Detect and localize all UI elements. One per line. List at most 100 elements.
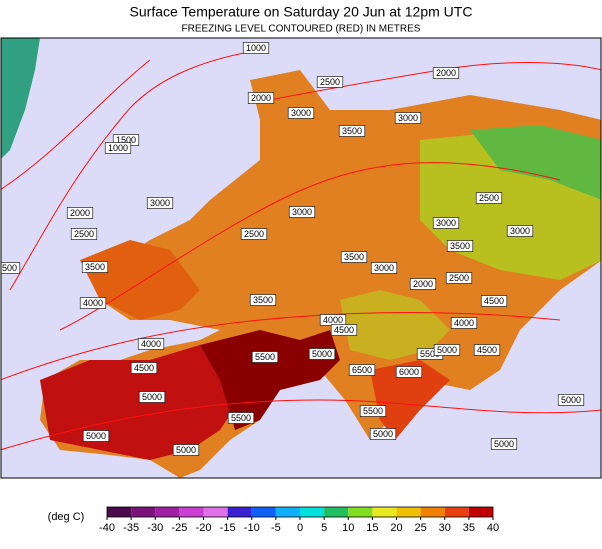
contour-label: 2000 [70,208,90,218]
contour-label-box [446,240,474,252]
colorbar-tick-label: 15 [366,522,378,534]
contour-label-box [395,366,423,378]
contour-label: 5000 [494,439,514,449]
contour-label-box [330,324,358,336]
contour-label: 3500 [342,126,362,136]
contour-label: 5000 [312,349,332,359]
contour-label-box [138,391,166,403]
contour-label-box [79,297,107,309]
contour-label-box [130,362,158,374]
contour-label-box [432,217,460,229]
colorbar-segment [300,507,325,517]
contour-label-box [490,438,518,450]
colorbar-tick-label: 20 [390,522,402,534]
contour-label: 4500 [484,296,504,306]
contour-label: 4500 [334,325,354,335]
contour-label-box [137,338,165,350]
contour-labels: 1000250020002000300035003000150010003000… [1,42,585,456]
contour-label: 2000 [251,93,271,103]
subtitle: FREEZING LEVEL CONTOURED (RED) IN METRES [182,24,421,35]
map: 1000250020002000300035003000150010003000… [0,37,602,479]
colorbar-tick-label: -10 [244,522,260,534]
colorbar-tick-label: 40 [487,522,499,534]
contour-label-box [348,364,376,376]
contour-label: 4500 [134,363,154,373]
contour-label: 3500 [450,241,470,251]
contour-label-box [308,348,336,360]
contour-label: 5500 [420,349,440,359]
colorbar-segment [348,507,373,517]
contour-label-box [287,107,315,119]
colorbar-tick-label: 0 [297,522,303,534]
colorbar-tick-label: 25 [415,522,427,534]
contour-label: 5000 [373,429,393,439]
contour-label: 1000 [246,43,266,53]
colorbar: -40 -35 -30 -25 -20 -15 -10 -5 0 5 10 15 20 25 30 35 40 [99,506,499,534]
contour-label: 5500 [231,413,251,423]
contour-label-box [340,251,368,263]
contour-label: 6000 [399,367,419,377]
contour-label-box [475,192,503,204]
contour-label: 3000 [374,263,394,273]
contour-label: 2000 [413,279,433,289]
contour-label-box [557,394,585,406]
colorbar-tick-label: 30 [439,522,451,534]
contour-label: 5000 [437,345,457,355]
contour-label-box [146,197,174,209]
contour-label-box [338,125,366,137]
contour-label-box [251,351,279,363]
europe-south [80,240,200,320]
contour-label: 4000 [323,315,343,325]
colorbar-label: (deg C) [48,511,85,523]
contour-label-box [81,261,109,273]
contour-label: 3500 [253,295,273,305]
colorbar-tick-label: -20 [196,522,212,534]
colorbar-segment [251,507,276,517]
contour-label: 2500 [74,229,94,239]
colorbar-tick-label: -25 [171,522,187,534]
contour-label: 6500 [352,365,372,375]
colorbar-tick-label: -30 [147,522,163,534]
contour-label-box [370,262,398,274]
contour-label-box [445,272,473,284]
title: Surface Temperature on Saturday 20 Jun a… [130,4,473,20]
contour-label-box [359,405,387,417]
contour-label-box [247,92,275,104]
contour-label-box [480,295,508,307]
contour-label: 5000 [86,431,106,441]
colorbar-tick-label: 35 [463,522,475,534]
contour-label: 2500 [479,193,499,203]
contour-label: 3500 [85,262,105,272]
contour-label: 3000 [436,218,456,228]
contour-label-box [433,344,461,356]
contour-label: 3000 [150,198,170,208]
colorbar-segment [396,507,421,517]
contour-label-box [409,278,437,290]
colorbar-segment [227,507,252,517]
contour-label: 3000 [292,207,312,217]
contour-label-box [82,430,110,442]
colorbar-segment [131,507,156,517]
contour-label: 5000 [176,445,196,455]
india [370,360,450,440]
contour-label: 3500 [344,252,364,262]
contour-label: 5500 [255,352,275,362]
contour-label-box [450,317,478,329]
contour-label-box [227,412,255,424]
colorbar-tick-label: 10 [342,522,354,534]
contour-label-box [70,228,98,240]
colorbar-segment [107,507,132,517]
contour-label: 3000 [291,108,311,118]
contour-label-box [1,262,21,274]
contour-label: 2500 [449,273,469,283]
contour-label: 5000 [561,395,581,405]
contour-label-box [172,444,200,456]
contour-label: 1500 [116,135,136,145]
contour-label-box [506,225,534,237]
contour-label: 4000 [83,298,103,308]
central-asia [340,290,450,360]
contour-label: 1000 [108,143,128,153]
colorbar-segment [420,507,445,517]
colorbar-segment [275,507,300,517]
